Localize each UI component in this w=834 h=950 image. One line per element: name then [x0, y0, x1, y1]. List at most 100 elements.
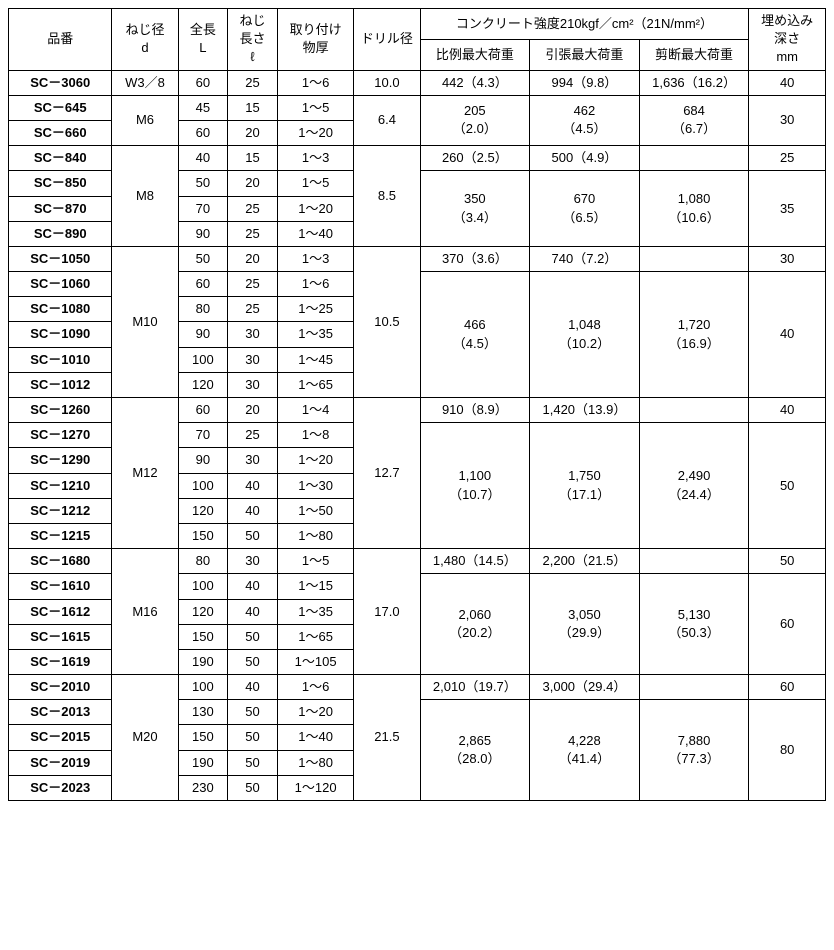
cell-mount-thick: 1～5	[277, 95, 354, 120]
cell-total-len: 50	[178, 246, 228, 271]
cell-tensile-max: 462（4.5）	[530, 95, 640, 145]
cell-part-no: SC－1290	[9, 448, 112, 473]
cell-thread-len: 30	[228, 448, 278, 473]
cell-tensile-max: 1,750（17.1）	[530, 423, 640, 549]
cell-thread-len: 25	[228, 423, 278, 448]
cell-thread-len: 25	[228, 221, 278, 246]
cell-drill-dia: 12.7	[354, 398, 420, 549]
cell-thread-dia: W3／8	[112, 70, 178, 95]
table-row: SC－645M645151～56.4205（2.0）462（4.5）684（6.…	[9, 95, 826, 120]
col-prop-max: 比例最大荷重	[420, 39, 530, 70]
cell-part-no: SC－1260	[9, 398, 112, 423]
cell-prop-max: 260（2.5）	[420, 146, 530, 171]
col-thread-dia: ねじ径d	[112, 9, 178, 71]
cell-drill-dia: 6.4	[354, 95, 420, 145]
cell-total-len: 60	[178, 70, 228, 95]
cell-mount-thick: 1～8	[277, 423, 354, 448]
cell-thread-len: 50	[228, 624, 278, 649]
cell-shear-max: 7,880（77.3）	[639, 700, 749, 801]
cell-part-no: SC－1612	[9, 599, 112, 624]
cell-total-len: 150	[178, 523, 228, 548]
cell-mount-thick: 1～3	[277, 146, 354, 171]
cell-embed: 60	[749, 574, 826, 675]
cell-part-no: SC－890	[9, 221, 112, 246]
cell-shear-max: 1,080（10.6）	[639, 171, 749, 247]
cell-shear-max	[639, 146, 749, 171]
cell-tensile-max: 3,000（29.4）	[530, 675, 640, 700]
col-shear-max: 剪断最大荷重	[639, 39, 749, 70]
cell-part-no: SC－1680	[9, 549, 112, 574]
cell-total-len: 150	[178, 725, 228, 750]
cell-mount-thick: 1～15	[277, 574, 354, 599]
cell-thread-dia: M8	[112, 146, 178, 247]
cell-thread-len: 40	[228, 574, 278, 599]
cell-part-no: SC－2023	[9, 775, 112, 800]
cell-mount-thick: 1～20	[277, 448, 354, 473]
cell-thread-len: 30	[228, 372, 278, 397]
cell-tensile-max: 500（4.9）	[530, 146, 640, 171]
cell-thread-len: 15	[228, 146, 278, 171]
cell-mount-thick: 1～35	[277, 599, 354, 624]
cell-prop-max: 1,480（14.5）	[420, 549, 530, 574]
cell-tensile-max: 670（6.5）	[530, 171, 640, 247]
cell-thread-len: 40	[228, 498, 278, 523]
cell-total-len: 70	[178, 196, 228, 221]
cell-thread-len: 25	[228, 272, 278, 297]
cell-part-no: SC－2019	[9, 750, 112, 775]
cell-total-len: 60	[178, 398, 228, 423]
cell-total-len: 80	[178, 297, 228, 322]
cell-tensile-max: 1,420（13.9）	[530, 398, 640, 423]
cell-mount-thick: 1～25	[277, 297, 354, 322]
cell-mount-thick: 1～6	[277, 675, 354, 700]
cell-drill-dia: 10.5	[354, 246, 420, 397]
cell-shear-max: 684（6.7）	[639, 95, 749, 145]
cell-total-len: 40	[178, 146, 228, 171]
cell-part-no: SC－1615	[9, 624, 112, 649]
cell-total-len: 45	[178, 95, 228, 120]
cell-thread-len: 50	[228, 750, 278, 775]
cell-mount-thick: 1～50	[277, 498, 354, 523]
cell-thread-len: 20	[228, 246, 278, 271]
cell-prop-max: 442（4.3）	[420, 70, 530, 95]
col-total-len: 全長L	[178, 9, 228, 71]
table-row: SC－1260M1260201～412.7910（8.9）1,420（13.9）…	[9, 398, 826, 423]
cell-total-len: 150	[178, 624, 228, 649]
cell-part-no: SC－2010	[9, 675, 112, 700]
cell-embed: 50	[749, 423, 826, 549]
cell-thread-len: 50	[228, 523, 278, 548]
cell-thread-len: 20	[228, 171, 278, 196]
cell-prop-max: 350（3.4）	[420, 171, 530, 247]
col-thread-len: ねじ長さℓ	[228, 9, 278, 71]
cell-mount-thick: 1～3	[277, 246, 354, 271]
table-header: 品番 ねじ径d 全長L ねじ長さℓ 取り付け物厚 ドリル径 コンクリート強度21…	[9, 9, 826, 71]
cell-shear-max: 1,720（16.9）	[639, 272, 749, 398]
cell-mount-thick: 1～5	[277, 171, 354, 196]
cell-mount-thick: 1～120	[277, 775, 354, 800]
cell-thread-len: 25	[228, 196, 278, 221]
cell-embed: 50	[749, 549, 826, 574]
cell-total-len: 190	[178, 649, 228, 674]
cell-embed: 80	[749, 700, 826, 801]
cell-thread-dia: M12	[112, 398, 178, 549]
cell-tensile-max: 1,048（10.2）	[530, 272, 640, 398]
cell-shear-max: 5,130（50.3）	[639, 574, 749, 675]
cell-thread-dia: M6	[112, 95, 178, 145]
cell-mount-thick: 1～5	[277, 549, 354, 574]
cell-total-len: 80	[178, 549, 228, 574]
cell-embed: 30	[749, 95, 826, 145]
cell-thread-len: 30	[228, 549, 278, 574]
table-body: SC－3060W3／860251～610.0442（4.3）994（9.8）1,…	[9, 70, 826, 800]
cell-embed: 40	[749, 272, 826, 398]
cell-part-no: SC－1010	[9, 347, 112, 372]
cell-mount-thick: 1～40	[277, 725, 354, 750]
cell-shear-max	[639, 246, 749, 271]
cell-total-len: 90	[178, 221, 228, 246]
cell-tensile-max: 994（9.8）	[530, 70, 640, 95]
col-tensile-max: 引張最大荷重	[530, 39, 640, 70]
cell-total-len: 120	[178, 498, 228, 523]
cell-part-no: SC－2015	[9, 725, 112, 750]
cell-part-no: SC－1619	[9, 649, 112, 674]
cell-total-len: 120	[178, 372, 228, 397]
cell-mount-thick: 1～65	[277, 624, 354, 649]
table-row: SC－840M840151～38.5260（2.5）500（4.9）25	[9, 146, 826, 171]
